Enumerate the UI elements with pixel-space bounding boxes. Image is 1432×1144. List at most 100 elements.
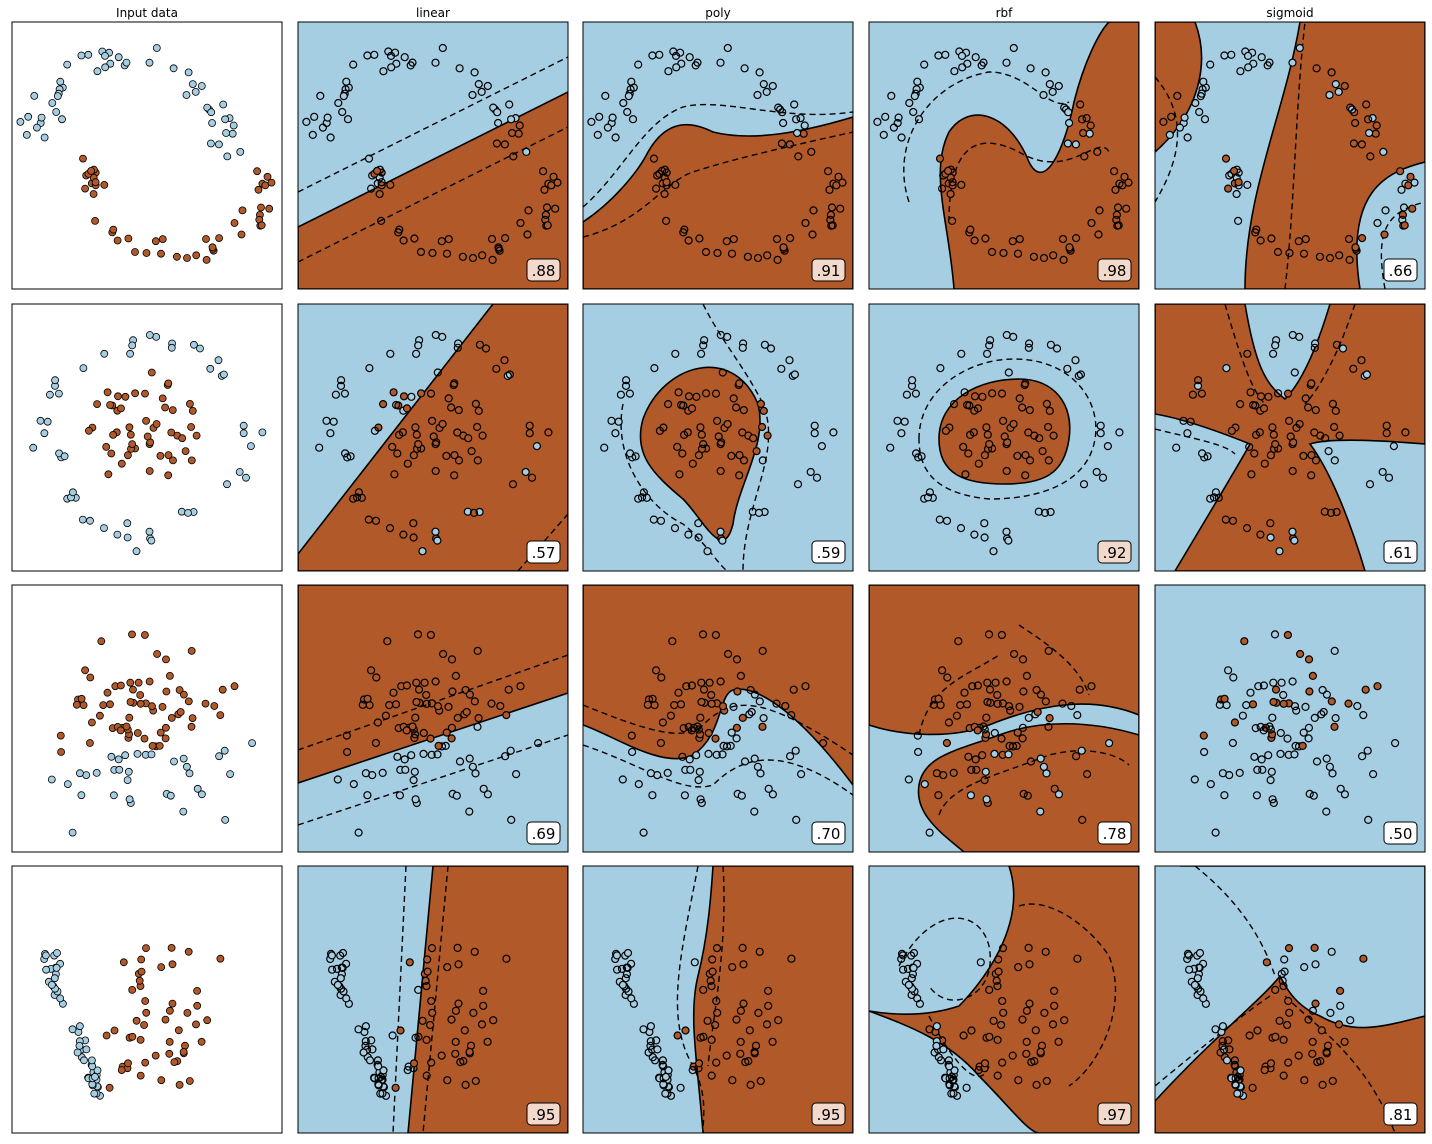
data-point bbox=[129, 1033, 136, 1040]
data-point bbox=[1019, 1016, 1026, 1023]
panel-rbf-blobs: .97 bbox=[869, 866, 1139, 1133]
plot-area bbox=[869, 866, 1139, 1133]
data-point bbox=[1318, 1027, 1325, 1034]
data-point bbox=[1386, 474, 1393, 481]
data-point bbox=[432, 528, 439, 535]
data-point bbox=[48, 981, 55, 988]
data-point bbox=[444, 964, 451, 971]
data-point bbox=[737, 1007, 744, 1014]
score-label: .92 bbox=[1103, 544, 1127, 562]
data-point bbox=[110, 431, 117, 438]
decision-region-light bbox=[1155, 585, 1425, 852]
data-point bbox=[628, 732, 635, 739]
data-point bbox=[185, 509, 192, 516]
data-point bbox=[127, 350, 134, 357]
data-point bbox=[1301, 1077, 1308, 1084]
data-point bbox=[105, 471, 112, 478]
data-point bbox=[983, 731, 990, 738]
data-point bbox=[167, 792, 174, 799]
data-point bbox=[368, 667, 375, 674]
data-point bbox=[1212, 829, 1219, 836]
data-point bbox=[1097, 430, 1104, 437]
data-point bbox=[268, 179, 275, 186]
decision-region-dark bbox=[694, 866, 853, 1133]
data-point bbox=[1055, 791, 1062, 798]
data-point bbox=[184, 1009, 191, 1016]
data-point bbox=[137, 692, 144, 699]
data-point bbox=[469, 92, 476, 99]
data-point bbox=[180, 1048, 187, 1055]
data-point bbox=[1316, 253, 1323, 260]
data-point bbox=[153, 421, 160, 428]
data-point bbox=[912, 390, 919, 397]
data-point bbox=[662, 1073, 669, 1080]
data-point bbox=[463, 709, 470, 716]
data-point bbox=[137, 1036, 144, 1043]
data-point bbox=[74, 1049, 81, 1056]
data-point bbox=[429, 945, 436, 952]
data-point bbox=[1009, 238, 1016, 245]
data-point bbox=[159, 703, 166, 710]
score-label: .97 bbox=[1103, 1106, 1127, 1124]
data-point bbox=[1268, 768, 1275, 775]
data-point bbox=[839, 179, 846, 186]
data-point bbox=[661, 191, 668, 198]
data-point bbox=[1313, 457, 1320, 464]
data-point bbox=[1106, 740, 1113, 747]
data-point bbox=[461, 1027, 468, 1034]
column-title: poly bbox=[705, 6, 730, 20]
data-point bbox=[635, 61, 642, 68]
data-point bbox=[219, 686, 226, 693]
plot-area bbox=[869, 585, 1139, 852]
data-point bbox=[1186, 966, 1193, 973]
data-point bbox=[986, 986, 993, 993]
plot-area bbox=[12, 22, 282, 289]
data-point bbox=[146, 332, 153, 339]
data-point bbox=[1277, 750, 1284, 757]
data-point bbox=[594, 131, 601, 138]
score-badge: .70 bbox=[812, 822, 845, 844]
data-point bbox=[454, 429, 461, 436]
data-point bbox=[1299, 742, 1306, 749]
data-point bbox=[54, 950, 61, 957]
data-point bbox=[669, 638, 676, 645]
data-point bbox=[663, 179, 670, 186]
data-point bbox=[91, 1073, 98, 1080]
data-point bbox=[221, 747, 228, 754]
data-point bbox=[1010, 421, 1017, 428]
data-point bbox=[693, 752, 700, 759]
data-point bbox=[231, 683, 238, 690]
data-point bbox=[1409, 205, 1416, 212]
data-point bbox=[110, 792, 117, 799]
data-point bbox=[85, 51, 92, 58]
data-point bbox=[108, 753, 115, 760]
data-point bbox=[778, 365, 785, 372]
data-point bbox=[224, 153, 231, 160]
data-point bbox=[1034, 709, 1041, 716]
data-point bbox=[108, 450, 115, 457]
data-point bbox=[649, 792, 656, 799]
data-point bbox=[81, 1057, 88, 1064]
data-point bbox=[1202, 116, 1209, 123]
data-point bbox=[44, 418, 51, 425]
data-point bbox=[983, 714, 990, 721]
data-point bbox=[227, 771, 234, 778]
data-point bbox=[216, 235, 223, 242]
data-point bbox=[697, 424, 704, 431]
data-point bbox=[983, 424, 990, 431]
data-point bbox=[146, 528, 153, 535]
data-point bbox=[159, 395, 166, 402]
data-point bbox=[94, 68, 101, 75]
data-point bbox=[1336, 1021, 1343, 1028]
data-point bbox=[149, 742, 156, 749]
score-badge: .69 bbox=[527, 822, 560, 844]
data-point bbox=[517, 683, 524, 690]
panel-grid: .88.91.98.66.57.59.92.61.69.70.78.50.95.… bbox=[12, 22, 1425, 1133]
data-point bbox=[96, 712, 103, 719]
data-point bbox=[247, 443, 254, 450]
data-point bbox=[141, 632, 148, 639]
data-point bbox=[986, 631, 993, 638]
data-point bbox=[1200, 732, 1207, 739]
data-point bbox=[397, 1027, 404, 1034]
data-point bbox=[1270, 350, 1277, 357]
